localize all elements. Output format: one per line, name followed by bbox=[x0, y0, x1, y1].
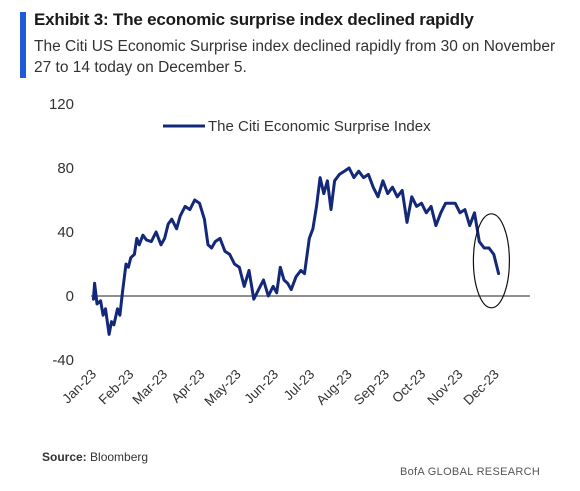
credit-line: BofA GLOBAL RESEARCH bbox=[400, 466, 541, 478]
x-tick-label: Sep-23 bbox=[351, 367, 392, 408]
y-tick-label: 120 bbox=[49, 96, 74, 113]
source-value: Bloomberg bbox=[90, 450, 149, 464]
y-tick-label: 0 bbox=[66, 288, 74, 305]
title-accent-bar bbox=[20, 12, 26, 78]
series-line bbox=[91, 166, 501, 336]
y-tick-label: 40 bbox=[57, 224, 74, 241]
x-tick-label: Jul-23 bbox=[281, 367, 318, 404]
x-tick-label: Jan-23 bbox=[59, 367, 99, 407]
x-tick-label: May-23 bbox=[201, 367, 243, 409]
x-tick-label: Aug-23 bbox=[313, 367, 354, 408]
annotation-ellipse bbox=[472, 213, 511, 309]
chart-subtitle: The Citi US Economic Surprise index decl… bbox=[34, 38, 556, 76]
legend-label: The Citi Economic Surprise Index bbox=[208, 118, 431, 135]
x-tick-label: Feb-23 bbox=[96, 367, 137, 408]
x-tick-label: Mar-23 bbox=[129, 367, 170, 408]
x-tick-label: Nov-23 bbox=[424, 367, 465, 408]
x-tick-label: Dec-23 bbox=[461, 367, 502, 408]
source-note: Source: Bloomberg bbox=[42, 450, 148, 464]
chart-title: Exhibit 3: The economic surprise index d… bbox=[34, 10, 474, 29]
x-tick-label: Jun-23 bbox=[241, 367, 281, 407]
y-tick-label: -40 bbox=[52, 352, 74, 369]
x-tick-label: Oct-23 bbox=[389, 367, 428, 406]
source-label: Source: bbox=[42, 450, 87, 464]
y-tick-label: 80 bbox=[57, 160, 74, 177]
